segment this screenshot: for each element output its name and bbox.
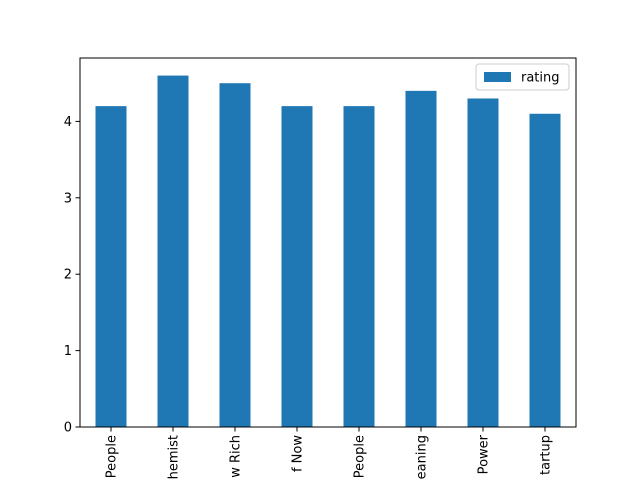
y-tick-label: 2 [64, 268, 72, 283]
bar [405, 90, 437, 428]
legend: rating [475, 63, 570, 91]
legend-box [475, 63, 570, 91]
x-tick-label: tartup [539, 435, 554, 475]
y-tick-label: 0 [64, 421, 72, 436]
x-tick-label: Power [477, 434, 492, 474]
bar [467, 98, 499, 427]
x-tick-label: f Now [291, 435, 306, 472]
y-tick-label: 1 [64, 344, 72, 359]
x-tick-label: People [353, 435, 368, 478]
x-axis: People hemist w Rich f Now People eaning Power… [105, 427, 554, 479]
x-tick-label: hemist [167, 435, 182, 479]
x-tick-label: w Rich [229, 435, 244, 478]
axes-frame [79, 57, 577, 428]
bar [529, 113, 561, 427]
x-tick-label: eaning [415, 435, 430, 479]
x-tick-label: People [105, 435, 120, 478]
y-tick-label: 4 [64, 115, 72, 130]
y-tick-label: 3 [64, 191, 72, 206]
bar [157, 75, 189, 428]
bar [95, 106, 127, 427]
bar [219, 83, 251, 427]
legend-swatch [484, 72, 511, 82]
legend-label: rating [521, 71, 560, 86]
bar-series [95, 75, 561, 428]
bar [281, 106, 313, 427]
axes-spines [79, 57, 577, 428]
bar [343, 106, 375, 427]
y-axis: 0 1 2 3 4 [64, 115, 80, 436]
